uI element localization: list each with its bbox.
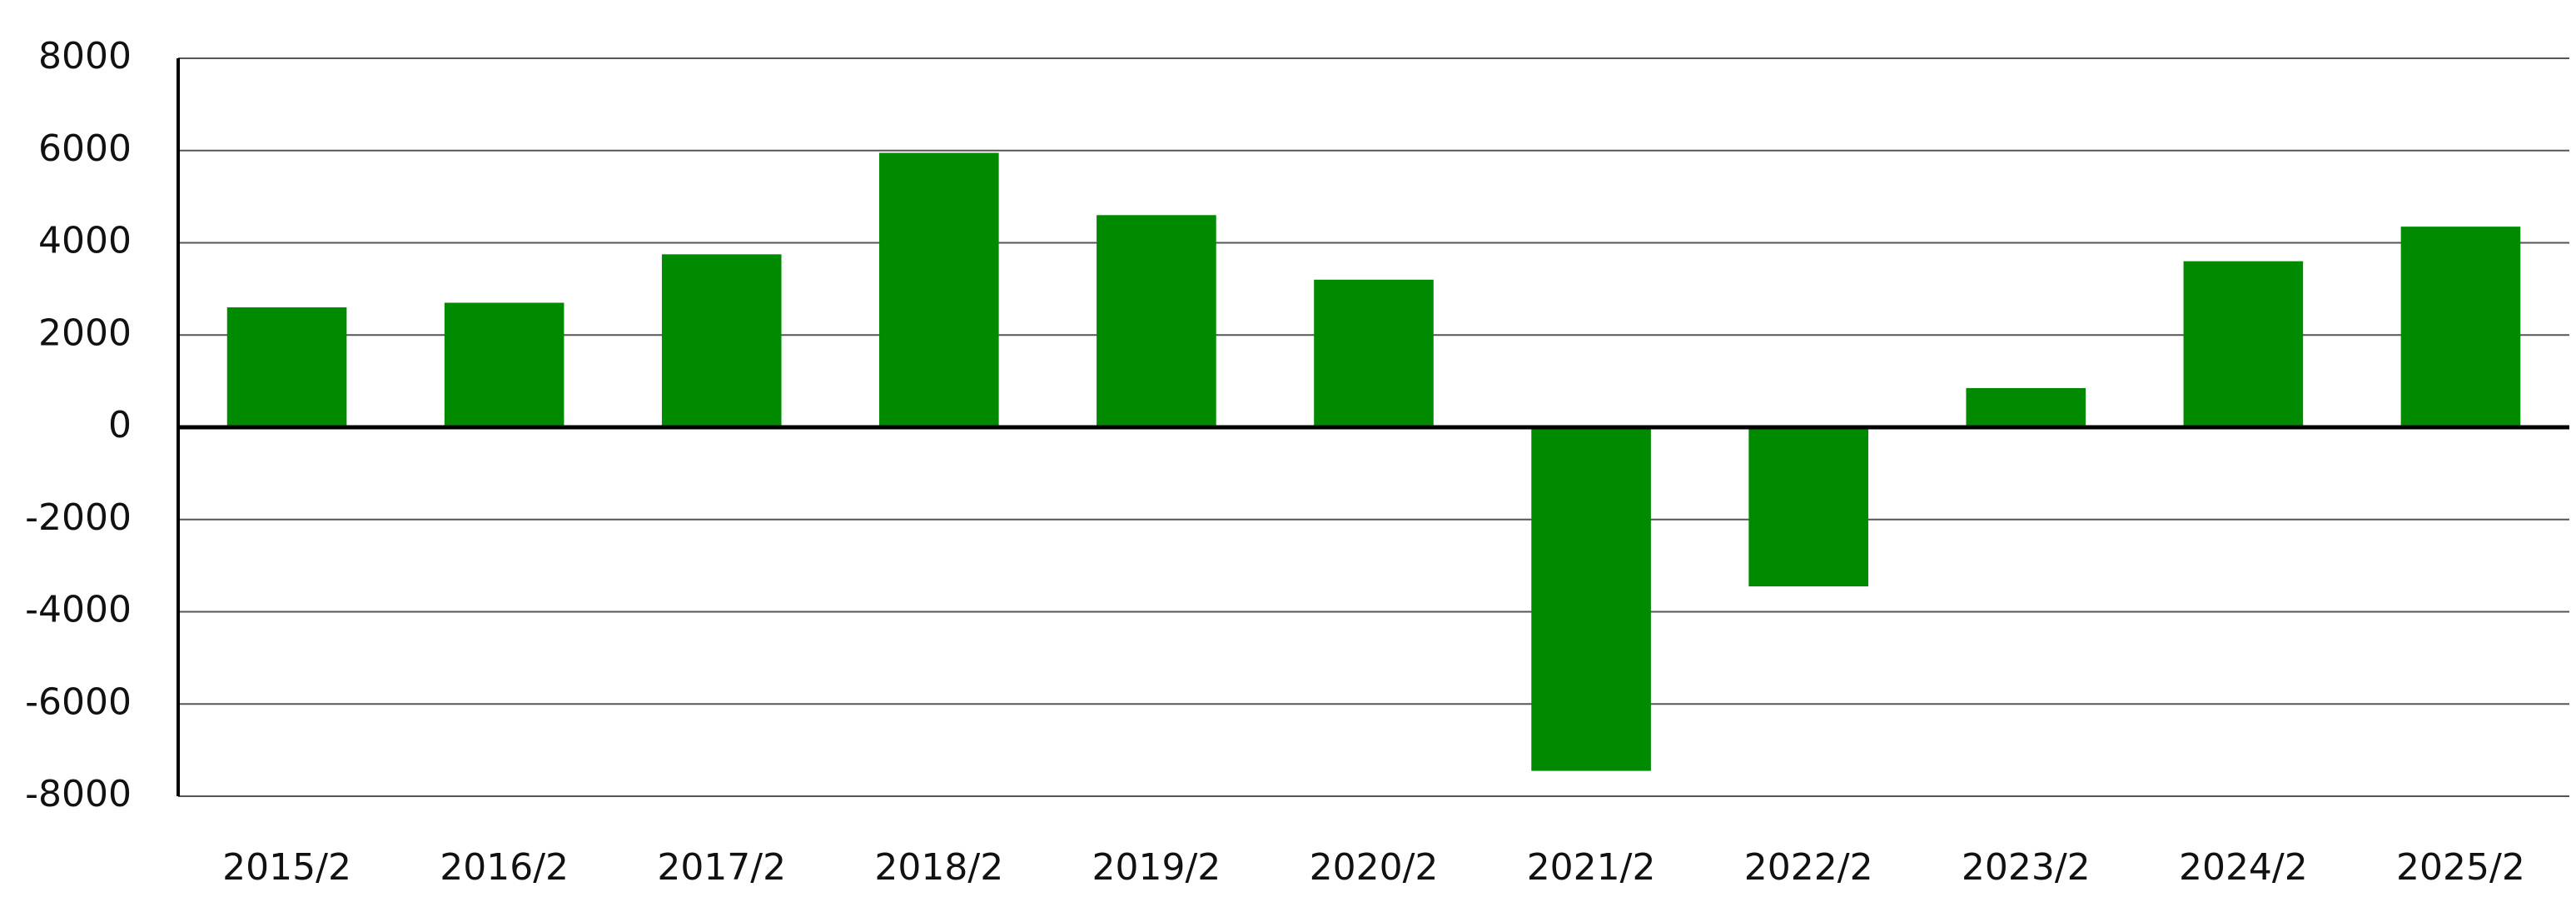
x-tick-label: 2015/2 — [222, 846, 351, 889]
y-tick-label: 4000 — [38, 220, 132, 262]
bar — [1966, 387, 2086, 427]
bar — [1314, 279, 1434, 427]
x-tick-label: 2016/2 — [440, 846, 569, 889]
x-tick-label: 2022/2 — [1744, 846, 1873, 889]
y-tick-label: 2000 — [38, 311, 132, 354]
x-tick-label: 2018/2 — [874, 846, 1003, 889]
bar — [2400, 227, 2521, 427]
bar — [879, 152, 999, 428]
bar — [1748, 427, 1868, 587]
bar — [226, 307, 347, 427]
y-tick-label: -6000 — [25, 680, 132, 723]
x-tick-label: 2023/2 — [1962, 846, 2091, 889]
x-tick-label: 2017/2 — [657, 846, 786, 889]
y-tick-label: 6000 — [38, 127, 132, 170]
y-tick-label: 8000 — [38, 35, 132, 77]
y-tick-label: 0 — [108, 404, 132, 446]
bar — [444, 302, 564, 427]
bar — [1097, 215, 1216, 427]
y-tick-label: -2000 — [25, 496, 132, 539]
bar — [1531, 427, 1651, 771]
x-tick-label: 2024/2 — [2179, 846, 2308, 889]
bar — [661, 254, 782, 427]
y-tick-label: -4000 — [25, 589, 132, 631]
x-tick-label: 2025/2 — [2396, 846, 2525, 889]
bar — [2183, 261, 2304, 427]
x-tick-label: 2019/2 — [1092, 846, 1221, 889]
x-tick-label: 2021/2 — [1527, 846, 1656, 889]
y-tick-label: -8000 — [25, 773, 132, 815]
x-tick-label: 2020/2 — [1310, 846, 1439, 889]
